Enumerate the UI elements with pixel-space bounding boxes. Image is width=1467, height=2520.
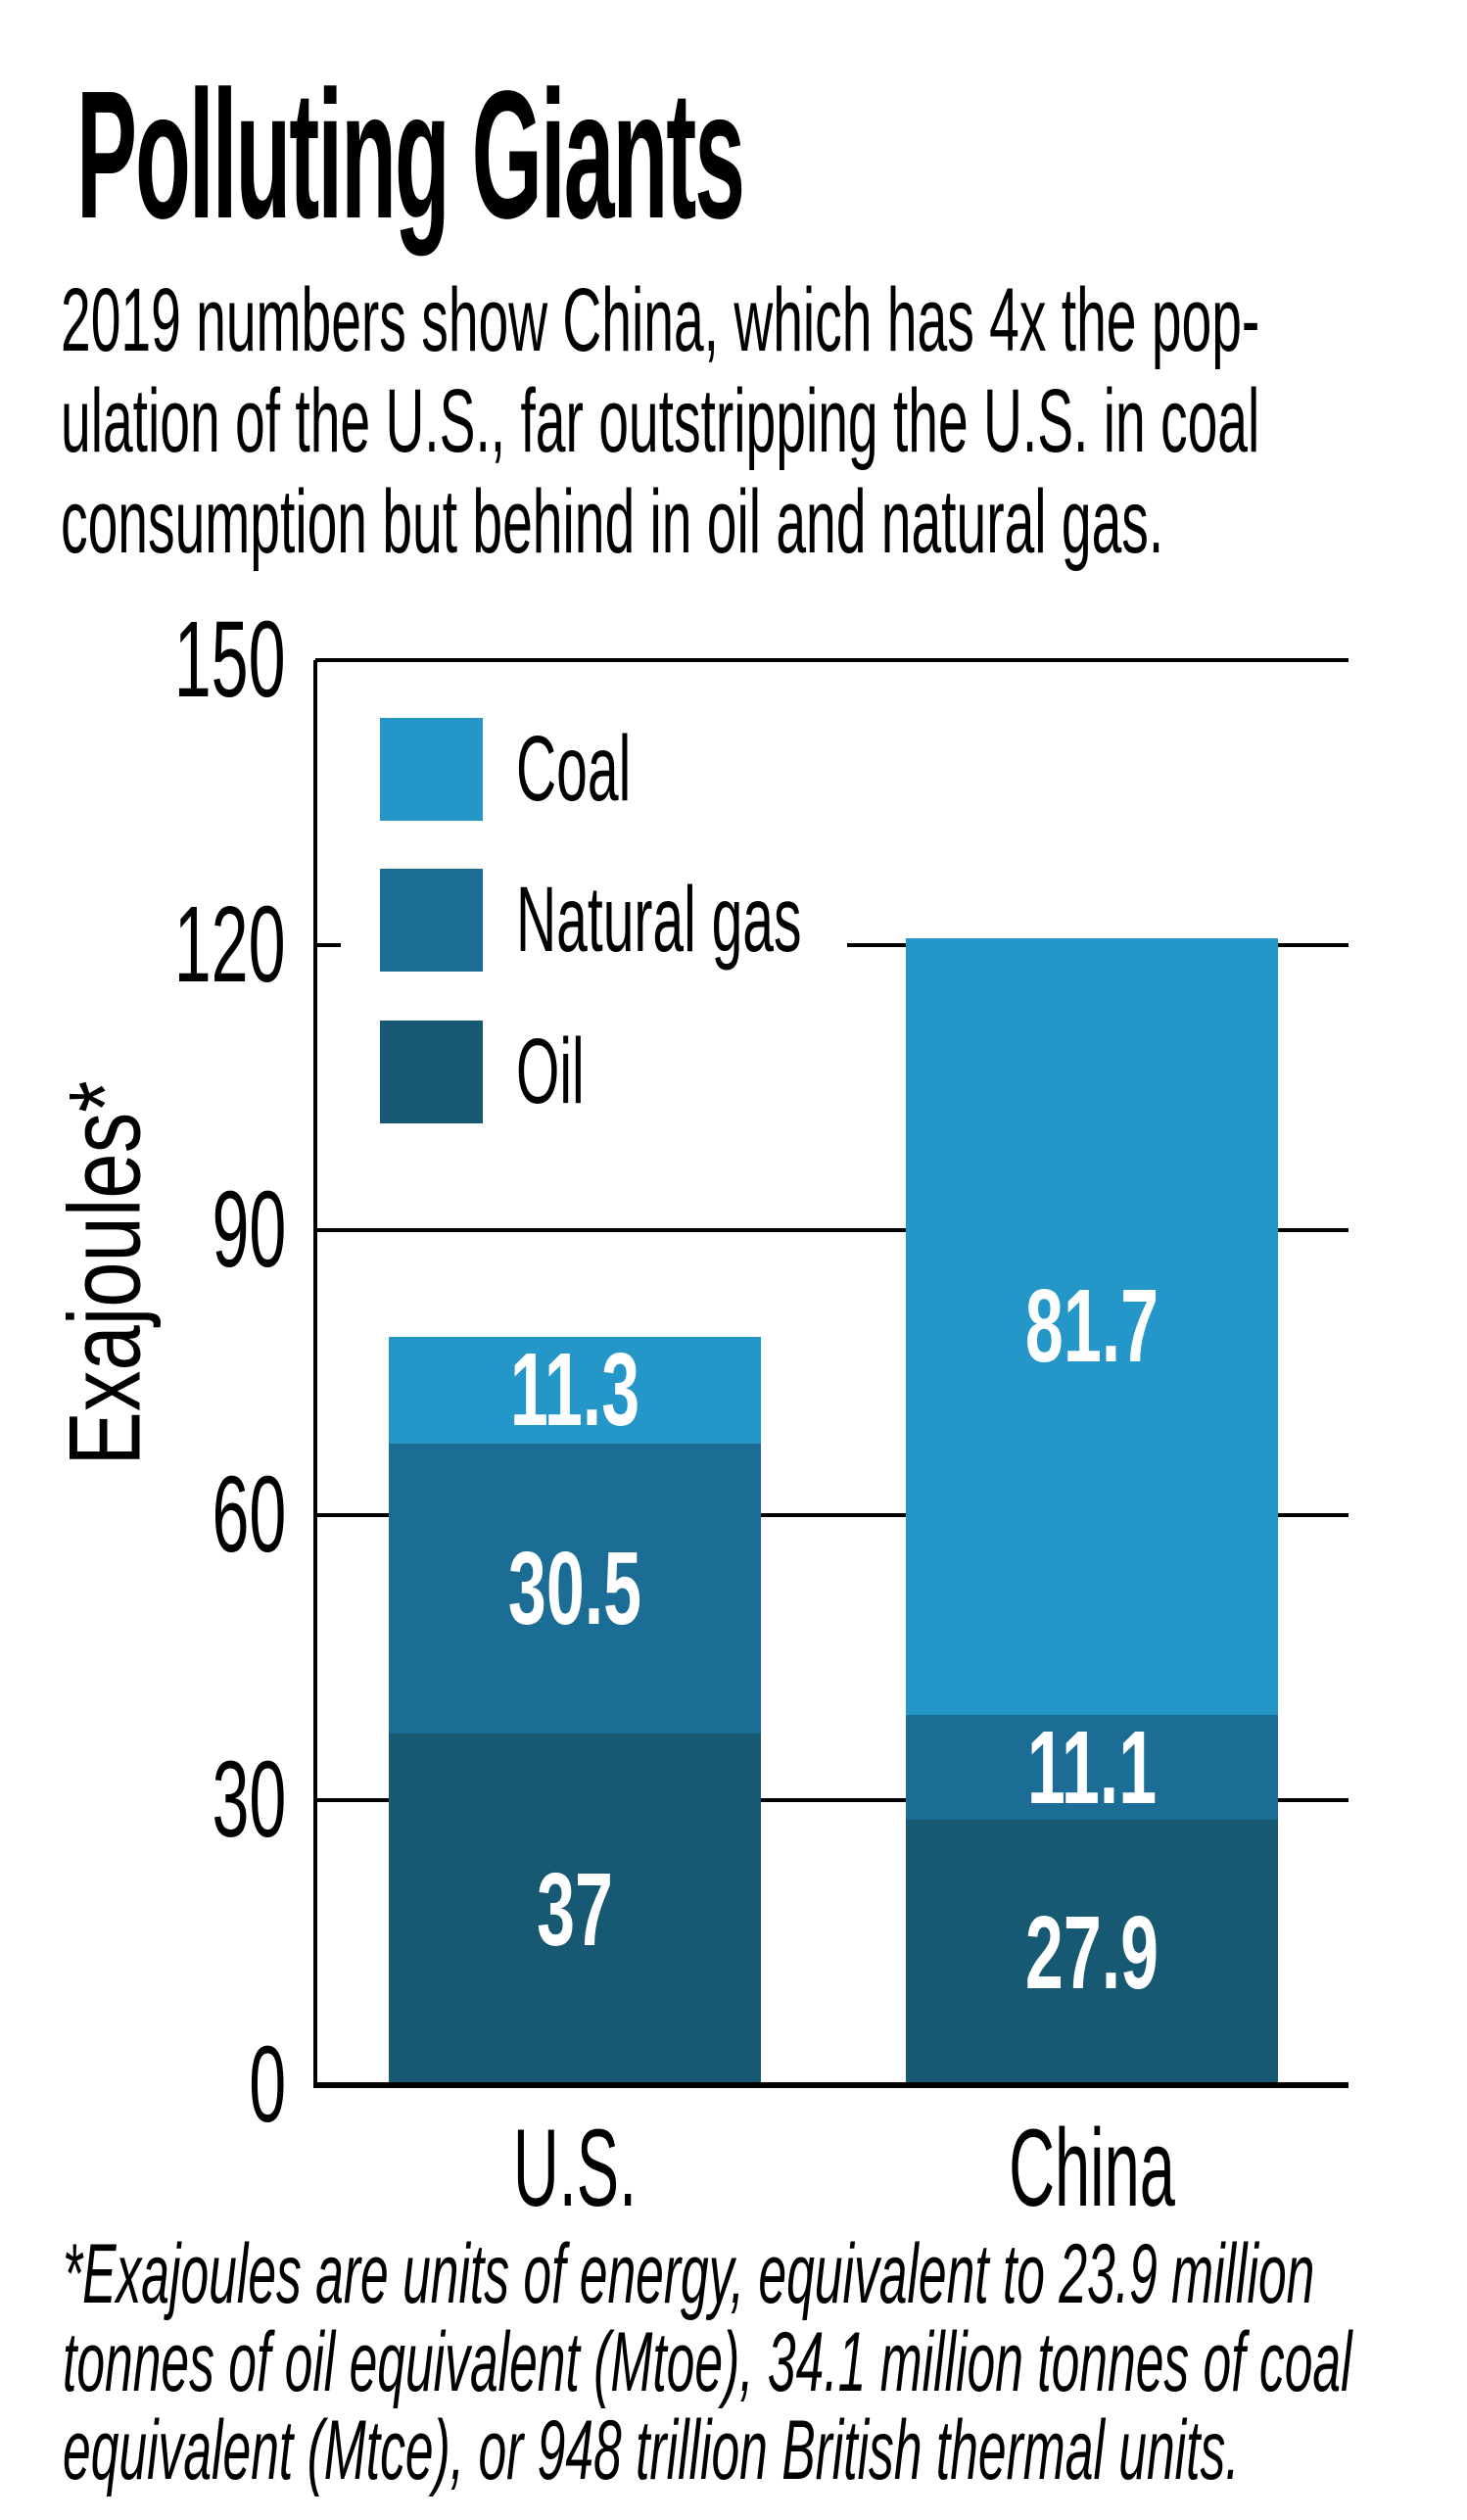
legend-item-natural-gas: Natural gas: [380, 869, 992, 972]
y-tick-label-30: 30: [212, 1739, 286, 1860]
y-tick-label-90: 90: [212, 1169, 286, 1290]
y-axis-line: [313, 660, 317, 2088]
bar-value-label-u-s-coal: 11.3: [509, 1332, 640, 1449]
gridline-30: [315, 1798, 1349, 1802]
footnote-line-2: tonnes of oil equivalent (Mtoe), 34.1 mi…: [63, 2315, 1352, 2409]
x-category-label-china: China: [1009, 2107, 1175, 2229]
footnote-line-1: *Exajoules are units of energy, equivale…: [63, 2227, 1315, 2321]
legend-label-oil: Oil: [516, 1020, 585, 1123]
y-tick-label-60: 60: [212, 1454, 286, 1575]
bar-china-segment-oil: 27.9: [906, 1820, 1278, 2085]
bar-u-s-segment-oil: 37: [389, 1734, 761, 2085]
subtitle-line-3: consumption but behind in oil and natura…: [61, 472, 1164, 572]
gridline-60: [315, 1513, 1349, 1517]
legend-swatch-oil-icon: [380, 1021, 483, 1123]
x-axis-line: [315, 2082, 1349, 2088]
y-tick-label-150: 150: [174, 599, 286, 720]
y-tick-label-120: 120: [174, 884, 286, 1005]
legend-swatch-coal-icon: [380, 718, 483, 821]
x-category-label-u-s: U.S.: [512, 2107, 638, 2229]
gridline-150: [315, 658, 1349, 662]
legend-item-coal: Coal: [380, 718, 707, 821]
bar-value-label-china-oil: 27.9: [1024, 1894, 1159, 2011]
bar-china-segment-coal: 81.7: [906, 938, 1278, 1715]
footnote-line-3: equivalent (Mtce), or 948 trillion Briti…: [63, 2403, 1240, 2497]
legend: Coal Natural gas Oil: [341, 711, 847, 1164]
gridline-90: [315, 1228, 1349, 1232]
legend-swatch-natural-gas-icon: [380, 869, 483, 972]
bar-china-segment-natural-gas: 11.1: [906, 1709, 1278, 1826]
legend-label-natural-gas: Natural gas: [516, 868, 802, 972]
legend-item-oil: Oil: [380, 1021, 630, 1123]
bar-value-label-china-natural-gas: 11.1: [1026, 1709, 1158, 1826]
legend-label-coal: Coal: [516, 717, 632, 821]
bar-value-label-china-coal: 81.7: [1024, 1268, 1159, 1385]
page-title: Polluting Giants: [76, 54, 745, 257]
bar-u-s-segment-coal: 11.3: [389, 1332, 761, 1449]
subtitle-line-1: 2019 numbers show China, which has 4x th…: [61, 270, 1260, 370]
bar-value-label-u-s-oil: 37: [537, 1851, 613, 1968]
bar-u-s-segment-natural-gas: 30.5: [389, 1444, 761, 1735]
y-axis-label: Exajoules*: [48, 1080, 163, 1466]
subtitle-line-2: ulation of the U.S., far outstripping th…: [61, 371, 1260, 471]
y-tick-label-0: 0: [249, 2024, 286, 2145]
bar-value-label-u-s-natural-gas: 30.5: [507, 1531, 642, 1647]
